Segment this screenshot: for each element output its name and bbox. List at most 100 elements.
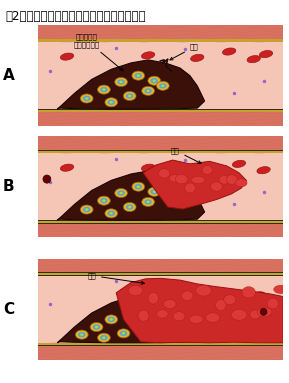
Ellipse shape — [115, 188, 127, 198]
Ellipse shape — [191, 177, 205, 184]
Ellipse shape — [139, 326, 142, 328]
Ellipse shape — [100, 198, 108, 203]
Ellipse shape — [219, 175, 229, 184]
Ellipse shape — [224, 295, 236, 304]
Ellipse shape — [83, 96, 90, 101]
Polygon shape — [38, 259, 283, 360]
Ellipse shape — [267, 303, 280, 310]
Ellipse shape — [190, 54, 204, 61]
Polygon shape — [38, 343, 283, 346]
Ellipse shape — [227, 298, 241, 305]
Polygon shape — [38, 273, 283, 275]
Polygon shape — [38, 344, 283, 345]
Ellipse shape — [147, 90, 150, 92]
Ellipse shape — [100, 335, 108, 340]
Ellipse shape — [198, 165, 211, 172]
Ellipse shape — [117, 79, 125, 85]
Ellipse shape — [202, 165, 212, 174]
Ellipse shape — [223, 48, 236, 55]
Ellipse shape — [105, 315, 118, 324]
Polygon shape — [38, 259, 283, 275]
Ellipse shape — [105, 98, 118, 107]
Ellipse shape — [85, 208, 88, 211]
Ellipse shape — [259, 51, 273, 58]
Ellipse shape — [147, 201, 150, 203]
Ellipse shape — [190, 315, 203, 323]
Ellipse shape — [120, 331, 127, 336]
Polygon shape — [38, 25, 283, 126]
Ellipse shape — [102, 336, 105, 339]
Ellipse shape — [156, 81, 169, 90]
Ellipse shape — [95, 326, 98, 328]
Ellipse shape — [232, 160, 246, 167]
Polygon shape — [38, 109, 283, 113]
Polygon shape — [38, 110, 283, 112]
Ellipse shape — [80, 333, 84, 336]
Text: 血栓: 血栓 — [87, 272, 144, 284]
Ellipse shape — [117, 190, 125, 196]
Ellipse shape — [257, 308, 272, 317]
Ellipse shape — [159, 169, 170, 178]
Ellipse shape — [211, 182, 222, 191]
Ellipse shape — [108, 211, 115, 216]
Polygon shape — [38, 220, 283, 224]
Ellipse shape — [138, 310, 149, 321]
Ellipse shape — [235, 179, 247, 187]
Ellipse shape — [231, 309, 247, 320]
Ellipse shape — [123, 203, 136, 211]
Ellipse shape — [75, 330, 88, 339]
Polygon shape — [38, 110, 283, 126]
Ellipse shape — [247, 56, 260, 63]
Ellipse shape — [132, 182, 145, 191]
Ellipse shape — [108, 317, 115, 322]
Ellipse shape — [242, 286, 255, 298]
Ellipse shape — [135, 184, 142, 189]
Ellipse shape — [117, 329, 130, 338]
Ellipse shape — [127, 312, 130, 314]
Ellipse shape — [97, 333, 110, 342]
Ellipse shape — [78, 332, 86, 337]
Ellipse shape — [128, 206, 131, 208]
Ellipse shape — [148, 76, 161, 85]
Ellipse shape — [142, 86, 155, 95]
Ellipse shape — [125, 310, 132, 316]
Ellipse shape — [142, 197, 155, 206]
Ellipse shape — [110, 212, 113, 214]
Ellipse shape — [137, 74, 140, 77]
Polygon shape — [38, 39, 283, 41]
Ellipse shape — [60, 53, 74, 60]
Ellipse shape — [80, 205, 93, 214]
Ellipse shape — [159, 83, 166, 88]
Ellipse shape — [274, 285, 288, 294]
Ellipse shape — [175, 174, 188, 184]
Ellipse shape — [128, 95, 131, 97]
Ellipse shape — [97, 85, 110, 94]
Ellipse shape — [108, 100, 115, 105]
Ellipse shape — [60, 164, 74, 171]
Text: C: C — [3, 302, 14, 317]
Ellipse shape — [100, 87, 108, 92]
Ellipse shape — [141, 164, 155, 171]
Text: B: B — [3, 179, 14, 194]
Ellipse shape — [122, 309, 135, 318]
Ellipse shape — [141, 52, 155, 59]
Ellipse shape — [267, 298, 278, 309]
Polygon shape — [57, 60, 205, 109]
Ellipse shape — [83, 207, 90, 212]
Ellipse shape — [161, 85, 164, 87]
Polygon shape — [38, 151, 283, 152]
Ellipse shape — [43, 175, 51, 183]
Polygon shape — [57, 171, 205, 220]
Polygon shape — [38, 136, 283, 237]
Ellipse shape — [97, 196, 110, 205]
Ellipse shape — [110, 101, 113, 103]
Ellipse shape — [110, 318, 113, 321]
Text: 図2　プラークが破裂して血栓ができるまで: 図2 プラークが破裂して血栓ができるまで — [6, 10, 146, 23]
Ellipse shape — [252, 292, 265, 299]
Ellipse shape — [90, 322, 103, 332]
Ellipse shape — [151, 78, 158, 83]
Ellipse shape — [85, 97, 88, 100]
Ellipse shape — [151, 189, 158, 195]
Ellipse shape — [206, 313, 220, 322]
Ellipse shape — [137, 185, 140, 188]
